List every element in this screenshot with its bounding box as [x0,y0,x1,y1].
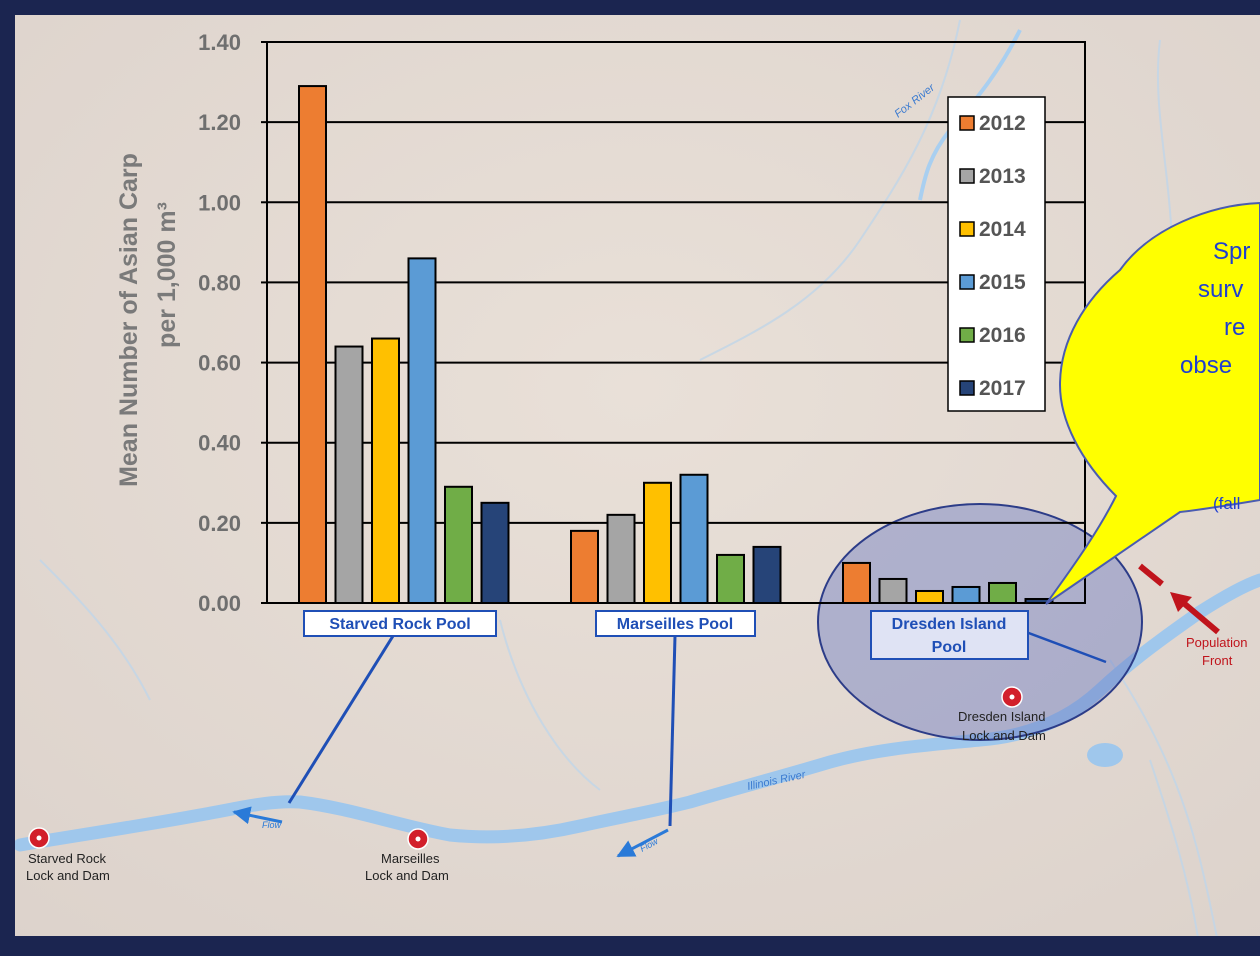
callout-text: re [1224,314,1245,341]
category-label-text: Starved Rock Pool [329,616,470,633]
legend-swatch-2017 [960,381,974,395]
lock-label: Dresden Island [958,709,1045,724]
callout-text: (fall [1213,494,1240,513]
bar-2014-1 [644,483,671,603]
legend-label: 2015 [979,271,1026,294]
y-tick-label: 1.40 [198,30,241,55]
lock-marker-marseilles [408,829,428,849]
bar-2013-1 [608,515,635,603]
legend-swatch-2015 [960,275,974,289]
lock-marker-dresden-island [1002,687,1022,707]
y-axis-label-units: per 1,000 m³ [153,202,181,348]
lock-label: Marseilles [381,851,440,866]
bar-2016-0 [445,487,472,603]
y-tick-label: 0.40 [198,431,241,456]
bar-2013-2 [880,579,907,603]
callout-text: obse [1180,352,1232,379]
legend-label: 2012 [979,112,1026,135]
bar-2015-2 [953,587,980,603]
legend-label: 2013 [979,165,1026,188]
lock-marker-starved-rock [29,828,49,848]
lock-label: Lock and Dam [26,868,110,883]
flow-label: Flow [262,820,282,830]
bar-2012-2 [843,563,870,603]
legend-swatch-2013 [960,169,974,183]
category-label-text: Pool [932,639,967,656]
callout-text: Spr [1213,238,1250,265]
bar-2012-1 [571,531,598,603]
population-front-label: Front [1202,653,1233,668]
lock-label: Starved Rock [28,851,107,866]
legend-box [948,97,1045,411]
bar-2014-2 [916,591,943,603]
category-label-marseilles: Marseilles Pool [596,611,755,636]
y-tick-label: 0.60 [198,351,241,376]
category-label-text: Marseilles Pool [617,616,734,633]
bar-2013-0 [336,347,363,603]
category-label-starved-rock: Starved Rock Pool [304,611,496,636]
bar-2014-0 [372,339,399,603]
bar-2015-0 [409,258,436,603]
category-label-dresden: Dresden Island Pool [871,611,1028,659]
population-front-label: Population [1186,635,1247,650]
lock-label: Lock and Dam [365,868,449,883]
y-tick-label: 0.20 [198,511,241,536]
legend-swatch-2014 [960,222,974,236]
legend-swatch-2012 [960,116,974,130]
legend-swatch-2016 [960,328,974,342]
legend-label: 2014 [979,218,1026,241]
lock-label: Lock and Dam [962,728,1046,743]
y-tick-label: 0.00 [198,591,241,616]
bar-2017-1 [754,547,781,603]
lake [1087,743,1123,767]
bar-2012-0 [299,86,326,603]
callout-text: surv [1198,276,1243,303]
legend-label: 2017 [979,377,1026,400]
y-tick-label: 1.20 [198,110,241,135]
y-tick-label: 1.00 [198,190,241,215]
bar-2016-2 [989,583,1016,603]
bar-2017-0 [482,503,509,603]
category-label-text: Dresden Island [892,616,1007,633]
bar-2016-1 [717,555,744,603]
bar-2015-1 [681,475,708,603]
legend-label: 2016 [979,324,1026,347]
y-axis-label: Mean Number of Asian Carp [115,153,143,487]
y-tick-label: 0.80 [198,270,241,295]
